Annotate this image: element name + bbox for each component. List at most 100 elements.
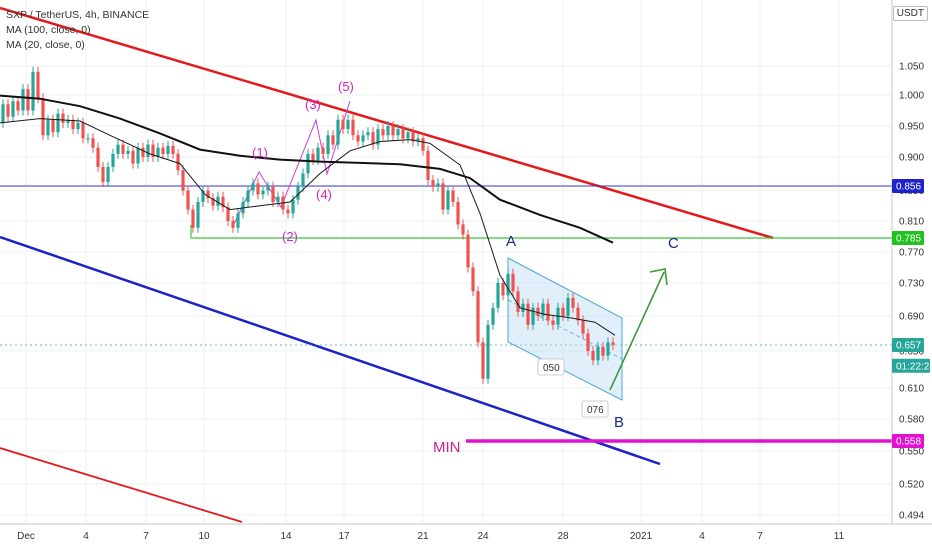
candle-body (571, 297, 575, 308)
candle-body (466, 234, 470, 268)
date-tick-label: 7 (757, 531, 763, 542)
candle-body (386, 126, 390, 136)
price-tick-label: 0.770 (899, 248, 924, 259)
candle-body (426, 150, 430, 181)
price-badge-label: 0.657 (896, 341, 921, 352)
price-tick-label: 0.520 (899, 480, 924, 491)
candle-body (456, 201, 460, 225)
candle-body (6, 104, 10, 117)
candle-body (516, 291, 520, 312)
ma100-line[interactable] (0, 94, 614, 244)
candle-body (226, 207, 230, 221)
candle-body (86, 138, 90, 140)
candle-body (211, 198, 215, 206)
price-badges: 0.856 0.785 0.657 01:22:24 0.558 (892, 179, 932, 448)
date-tick-label: 17 (338, 531, 350, 542)
candle-body (486, 324, 490, 379)
candle-body (401, 129, 405, 139)
candle-body (436, 183, 440, 187)
price-tick-label: 0.810 (899, 217, 924, 228)
price-badge (892, 231, 924, 245)
candle-body (341, 119, 345, 130)
candle-body (461, 224, 465, 235)
candle-body (276, 196, 280, 202)
price-badge (892, 179, 924, 193)
candle-body (21, 89, 25, 111)
candle-body (381, 129, 385, 136)
green-support-line[interactable] (190, 225, 892, 239)
candle-body (551, 320, 555, 325)
candle-body (591, 351, 595, 361)
candle-body (581, 320, 585, 334)
price-tick-label: 0.550 (899, 447, 924, 458)
price-tick-label: 0.950 (899, 122, 924, 133)
ma100-legend[interactable]: MA (100, close, 0) (6, 24, 91, 36)
candles (1, 66, 615, 384)
date-tick-label: 14 (280, 531, 292, 542)
min-label: MIN (433, 439, 461, 456)
date-tick-label: 10 (198, 531, 210, 542)
blue-channel-line[interactable] (0, 235, 661, 466)
fib-label-050: 050 (543, 363, 560, 374)
candle-body (336, 119, 340, 145)
candle-body (576, 307, 580, 321)
candle-body (191, 209, 195, 228)
ma20-legend[interactable]: MA (20, close, 0) (6, 39, 85, 51)
candle-body (511, 273, 515, 292)
candle-body (501, 283, 505, 296)
price-badge (892, 434, 924, 448)
candle-body (66, 119, 70, 123)
candle-body (176, 153, 180, 171)
candle-body (106, 166, 110, 183)
fib-050-box (537, 358, 565, 376)
candle-body (356, 135, 360, 142)
candle-body (91, 138, 95, 148)
candle-body (196, 201, 200, 228)
price-badge-label: 0.558 (896, 437, 921, 448)
candle-body (76, 122, 80, 130)
candle-body (396, 129, 400, 136)
price-tick-label: 0.580 (899, 415, 924, 426)
candle-body (141, 147, 145, 157)
price-badge-label: 0.856 (896, 182, 921, 193)
candle-body (481, 342, 485, 379)
abc-label-a: A (506, 233, 516, 250)
candle-body (96, 147, 100, 167)
candle-body (526, 303, 530, 325)
candle-body (61, 113, 65, 123)
candle-body (346, 119, 350, 130)
price-badge (892, 358, 930, 373)
currency-button[interactable]: USDT (892, 6, 928, 21)
lower-red-trendline[interactable] (0, 447, 243, 523)
candle-body (266, 186, 270, 191)
upper-red-trendline[interactable] (0, 6, 774, 240)
candle-body (36, 71, 40, 99)
symbol-title[interactable]: SXP / TetherUS, 4h, BINANCE (6, 9, 150, 21)
candle-body (56, 113, 60, 133)
price-tick-label: 1.050 (899, 62, 924, 73)
candle-body (536, 307, 540, 316)
candle-body (471, 267, 475, 292)
date-tick-label: Dec (17, 531, 35, 542)
abc-label-c: C (668, 235, 679, 252)
candle-body (391, 126, 395, 136)
candle-body (291, 199, 295, 214)
candle-body (306, 153, 310, 174)
candle-body (546, 303, 550, 321)
chart-legend: SXP / TetherUS, 4h, BINANCE MA (100, clo… (6, 8, 149, 53)
price-tick-label: 0.690 (899, 312, 924, 323)
candle-body (251, 183, 255, 191)
candle-body (116, 144, 120, 154)
date-tick-label: 4 (699, 531, 705, 542)
candle-body (366, 132, 370, 136)
candle-body (416, 138, 420, 142)
candle-body (166, 145, 170, 154)
grid (0, 0, 892, 524)
ma20-line[interactable] (0, 118, 616, 336)
date-axis[interactable]: Dec 4 7 10 14 17 21 24 28 2021 4 7 11 (0, 523, 932, 542)
date-tick-label: 2021 (630, 531, 653, 542)
date-tick-label: 11 (834, 531, 845, 542)
projection-arrow-line[interactable] (609, 271, 665, 391)
